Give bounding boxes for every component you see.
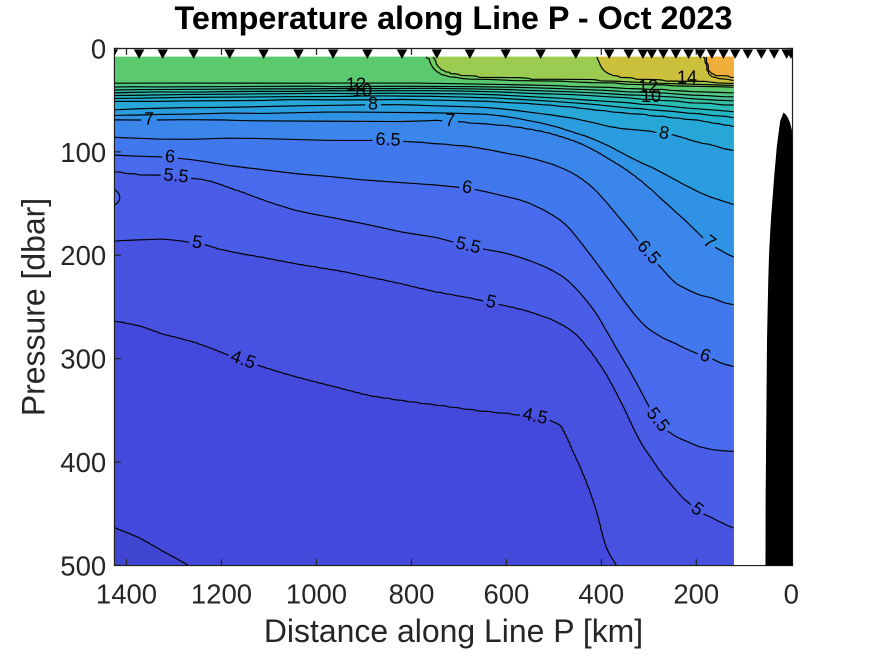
- svg-text:200: 200: [60, 240, 106, 271]
- svg-text:10: 10: [641, 86, 661, 106]
- svg-text:1400: 1400: [96, 578, 157, 609]
- svg-text:5.5: 5.5: [163, 164, 190, 186]
- svg-text:400: 400: [60, 447, 106, 478]
- svg-text:12: 12: [346, 74, 366, 94]
- svg-text:5: 5: [191, 231, 204, 252]
- svg-text:Pressure [dbar]: Pressure [dbar]: [16, 198, 52, 416]
- svg-text:8: 8: [368, 93, 378, 113]
- svg-text:7: 7: [445, 110, 456, 130]
- svg-text:7: 7: [144, 109, 154, 129]
- svg-text:5: 5: [484, 291, 498, 313]
- svg-text:100: 100: [60, 137, 106, 168]
- svg-text:6.5: 6.5: [375, 129, 401, 150]
- svg-text:0: 0: [784, 578, 799, 609]
- svg-text:400: 400: [578, 578, 624, 609]
- svg-text:200: 200: [673, 578, 719, 609]
- svg-text:14: 14: [677, 68, 697, 88]
- svg-text:Distance along Line P [km]: Distance along Line P [km]: [264, 613, 643, 649]
- svg-text:8: 8: [658, 122, 671, 143]
- svg-text:6: 6: [461, 176, 473, 197]
- svg-text:800: 800: [389, 578, 435, 609]
- svg-text:12: 12: [638, 77, 658, 97]
- svg-text:500: 500: [60, 550, 106, 581]
- svg-text:Temperature along Line P - Oct: Temperature along Line P - Oct 2023: [174, 0, 732, 36]
- svg-text:6: 6: [164, 146, 175, 167]
- svg-text:4.5: 4.5: [521, 403, 550, 428]
- svg-text:1000: 1000: [286, 578, 347, 609]
- svg-text:10: 10: [352, 81, 372, 101]
- svg-text:300: 300: [60, 344, 106, 375]
- svg-text:600: 600: [483, 578, 529, 609]
- svg-text:0: 0: [91, 33, 106, 64]
- svg-text:1200: 1200: [191, 578, 252, 609]
